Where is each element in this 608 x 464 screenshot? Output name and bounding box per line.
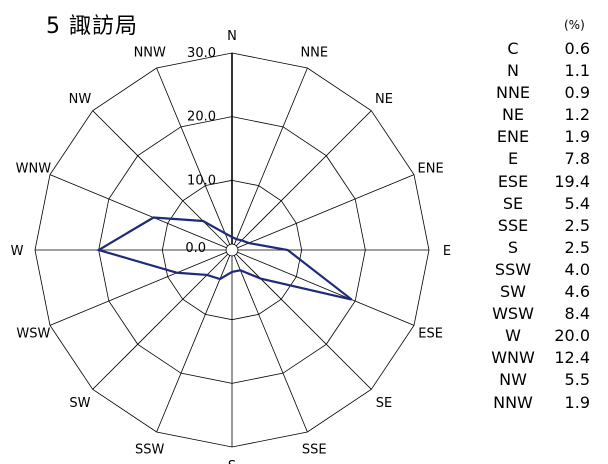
direction-label-nne: NNE [300, 45, 328, 60]
spoke-nnw [156, 67, 231, 245]
table-direction: WSW [492, 304, 534, 324]
table-value: 7.8 [564, 149, 590, 169]
table-value: 19.4 [554, 171, 590, 191]
table-row: NNW 1.9 [488, 392, 608, 414]
table-value: 1.9 [564, 127, 590, 147]
table-row: N 1.1 [488, 60, 608, 82]
wind-rose-chart: 0.0 10.0 20.0 30.0 N NNE NE ENE E ESE SE SSE S SSW SW W… [11, 29, 452, 464]
table-value: 2.5 [564, 237, 590, 257]
table-direction: N [507, 61, 519, 81]
tick-label: 20.0 [187, 110, 216, 125]
tick-label: 0.0 [185, 241, 206, 256]
table-row: SW 4.6 [488, 281, 608, 303]
spoke-sse [233, 255, 308, 433]
table-direction: ENE [496, 127, 530, 147]
direction-label-wnw: WNW [16, 162, 52, 177]
table-direction: ESE [497, 171, 529, 191]
spoke-wsw [49, 251, 227, 326]
table-row: ESE 19.4 [488, 171, 608, 193]
table-direction: NE [501, 105, 525, 125]
table-value: 1.2 [564, 105, 590, 125]
table-row: ENE 1.9 [488, 126, 608, 148]
table-value: 8.4 [564, 304, 590, 324]
table-row: NE 1.2 [488, 104, 608, 126]
table-direction: SW [500, 282, 526, 302]
table-row: SSW 4.0 [488, 259, 608, 281]
direction-label-ene: ENE [418, 162, 444, 177]
spoke-se [235, 253, 372, 390]
table-row: S 2.5 [488, 237, 608, 259]
table-value: 1.9 [564, 392, 590, 412]
table-value: 0.6 [564, 39, 590, 58]
direction-label-nw: NW [69, 92, 92, 107]
spoke-sw [92, 253, 229, 390]
table-direction: SE [502, 193, 524, 213]
table-direction: NW [499, 370, 527, 390]
table-row: C 0.6 [488, 38, 608, 60]
table-direction: SSW [494, 259, 532, 279]
direction-label-ne: NE [375, 92, 393, 107]
direction-label-sse: SSE [302, 443, 327, 458]
table-value: 2.5 [564, 215, 590, 235]
table-direction: W [505, 326, 521, 346]
tick-label: 10.0 [187, 173, 216, 188]
table-direction: NNE [495, 83, 531, 103]
direction-label-e: E [443, 244, 451, 259]
spoke-nne [233, 67, 308, 245]
table-value: 5.4 [564, 193, 590, 213]
direction-label-sw: SW [69, 396, 90, 411]
table-value: 1.1 [564, 61, 590, 81]
spoke-ene [237, 174, 415, 249]
direction-label-w: W [11, 244, 24, 259]
series-line [95, 216, 353, 301]
table-direction: SSE [497, 215, 529, 235]
unit-label: (%) [564, 18, 585, 32]
table-direction: S [507, 237, 519, 257]
table-row: SSE 2.5 [488, 215, 608, 237]
direction-label-n: N [227, 29, 237, 44]
table-value: 20.0 [554, 326, 590, 346]
direction-label-ssw: SSW [135, 443, 165, 458]
direction-label-s: S [228, 459, 236, 464]
table-row: WNW 12.4 [488, 347, 608, 369]
spoke-ese [237, 251, 415, 326]
table-direction: NNW [493, 392, 533, 412]
table-row: W 20.0 [488, 325, 608, 347]
table-value: 12.4 [554, 348, 590, 368]
table-row: SE 5.4 [488, 193, 608, 215]
chart-title: 5 諏訪局 [46, 14, 138, 39]
tick-label: 30.0 [187, 46, 216, 61]
spoke-ne [235, 110, 372, 247]
table-row: NNE 0.9 [488, 82, 608, 104]
frequency-table: C 0.6 N 1.1 NNE 0.9 NE 1.2 ENE 1.9 E 7.8 ESE 19.4 SE 5.… [488, 38, 608, 414]
table-value: 4.0 [564, 259, 590, 279]
spoke-ssw [156, 255, 231, 433]
table-row: WSW 8.4 [488, 303, 608, 325]
direction-label-se: SE [376, 396, 392, 411]
direction-label-nnw: NNW [134, 45, 166, 60]
table-direction: E [507, 149, 519, 169]
table-value: 5.5 [564, 370, 590, 390]
table-value: 0.9 [564, 83, 590, 103]
table-direction: WNW [491, 348, 535, 368]
direction-label-wsw: WSW [16, 326, 50, 341]
grid-ring [225, 243, 239, 257]
table-value: 4.6 [564, 282, 590, 302]
direction-label-ese: ESE [418, 326, 443, 341]
table-direction: C [507, 39, 519, 58]
table-row: NW 5.5 [488, 369, 608, 391]
spoke-wnw [49, 174, 227, 249]
table-row: E 7.8 [488, 148, 608, 170]
